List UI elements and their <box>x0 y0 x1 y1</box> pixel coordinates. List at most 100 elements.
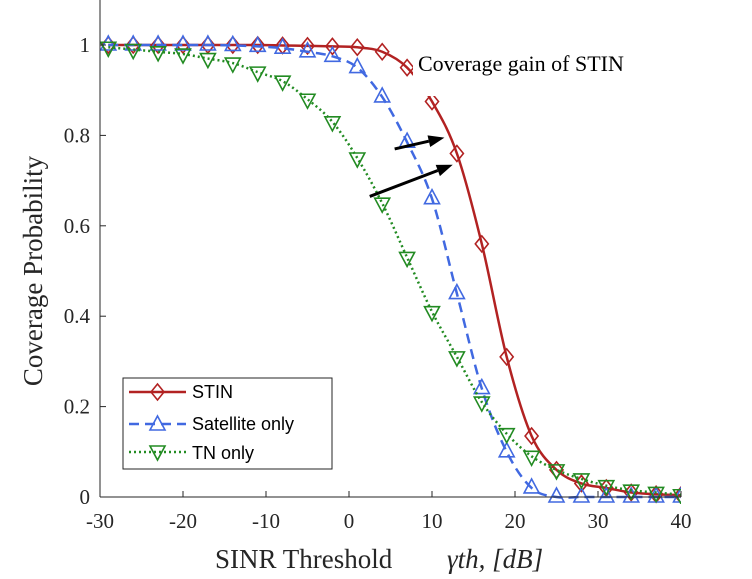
gain-arrow-head <box>435 164 453 177</box>
data-point <box>647 486 665 504</box>
data-point <box>348 56 367 74</box>
data-point <box>175 35 191 55</box>
annotation-box-frame <box>413 42 681 96</box>
data-point <box>149 45 167 63</box>
data-point <box>374 42 390 62</box>
y-tick-label: 0.8 <box>64 123 90 147</box>
legend: STIN Satellite only TN only <box>122 377 333 470</box>
y-tick-label: 0.4 <box>64 304 91 328</box>
data-point <box>149 34 167 51</box>
data-point <box>423 187 441 205</box>
series-line-satellite-only <box>108 43 681 499</box>
data-point <box>424 92 440 111</box>
data-point <box>248 66 267 83</box>
gain-arrow-head <box>427 135 445 148</box>
data-point <box>273 37 292 54</box>
data-point <box>547 486 566 503</box>
data-point <box>299 36 316 56</box>
data-point <box>125 35 141 55</box>
data-point <box>673 485 681 504</box>
data-point <box>373 86 392 103</box>
x-tick-label: 40 <box>671 509 692 533</box>
legend-label-satellite: Satellite only <box>192 414 294 434</box>
data-point <box>622 484 641 501</box>
data-point <box>524 426 540 446</box>
legend-entry-tn: TN only <box>129 443 254 463</box>
legend-label-tn: TN only <box>192 443 254 463</box>
data-point <box>248 35 267 53</box>
data-point <box>323 45 342 63</box>
x-tick-label: 10 <box>422 509 443 533</box>
x-tick-label: -20 <box>169 509 197 533</box>
x-tick-label: 0 <box>344 509 355 533</box>
axes-layer: -30 -20 -10 0 10 20 30 40 0 0.2 0.4 0.6 0.8 1 <box>64 0 692 533</box>
x-axis-label-text: SINR Threshold <box>215 544 393 574</box>
legend-entry-stin: STIN <box>129 382 233 402</box>
annotation-text: Coverage gain of STIN <box>418 51 624 76</box>
data-point <box>572 473 591 490</box>
x-axis-label-math: γth, [dB] <box>447 544 543 574</box>
data-point <box>399 58 415 77</box>
data-point <box>324 37 340 56</box>
legend-marker-tn <box>148 445 167 462</box>
data-point <box>373 197 392 214</box>
data-point <box>223 34 242 52</box>
data-point <box>448 282 466 300</box>
data-point <box>497 427 516 445</box>
data-point <box>250 35 266 55</box>
x-tick-label: -10 <box>252 509 280 533</box>
data-point <box>597 486 616 503</box>
y-tick-label: 1 <box>80 33 91 57</box>
data-point <box>100 41 118 58</box>
data-point <box>499 347 515 367</box>
data-point <box>349 37 365 57</box>
data-point <box>199 34 217 51</box>
gain-arrow-shaft <box>394 139 430 151</box>
data-point <box>522 450 541 468</box>
data-point <box>298 41 317 58</box>
gain-arrow-shaft <box>369 169 439 198</box>
data-point <box>522 477 541 494</box>
data-point <box>273 75 292 92</box>
data-point <box>448 351 466 368</box>
legend-label-stin: STIN <box>192 382 233 402</box>
legend-marker-stin <box>149 382 166 402</box>
data-point <box>672 486 681 503</box>
legend-marker-satellite <box>148 414 167 431</box>
series-layer <box>100 34 681 504</box>
data-point <box>472 396 491 413</box>
annotation-box: Coverage gain of STIN <box>413 42 681 96</box>
data-point <box>199 52 217 70</box>
data-point <box>174 34 192 51</box>
data-point <box>348 152 367 169</box>
x-tick-label: 20 <box>505 509 526 533</box>
data-point <box>572 486 591 503</box>
data-point <box>174 48 192 65</box>
data-point <box>124 43 143 61</box>
data-point <box>423 305 441 323</box>
data-point <box>223 57 242 74</box>
data-point <box>225 35 241 55</box>
gain-arrow <box>394 135 445 151</box>
y-tick-label: 0.2 <box>64 395 90 419</box>
x-tick-label: -30 <box>86 509 114 533</box>
legend-entry-satellite: Satellite only <box>129 414 294 434</box>
series-tn-only <box>100 41 681 504</box>
data-point <box>472 377 491 395</box>
data-point <box>398 251 416 269</box>
data-point <box>449 144 465 163</box>
x-tick-label: 30 <box>588 509 609 533</box>
gain-arrow <box>369 164 453 198</box>
arrow-layer <box>369 135 453 198</box>
data-point <box>622 486 641 503</box>
data-point <box>323 116 342 133</box>
data-point <box>497 441 516 458</box>
data-point <box>474 234 490 254</box>
y-tick-label: 0.6 <box>64 214 90 238</box>
y-tick-label: 0 <box>80 485 91 509</box>
data-point <box>597 479 616 497</box>
y-axis-label: Coverage Probability <box>18 155 48 386</box>
data-point <box>298 93 317 110</box>
data-point <box>547 464 566 481</box>
